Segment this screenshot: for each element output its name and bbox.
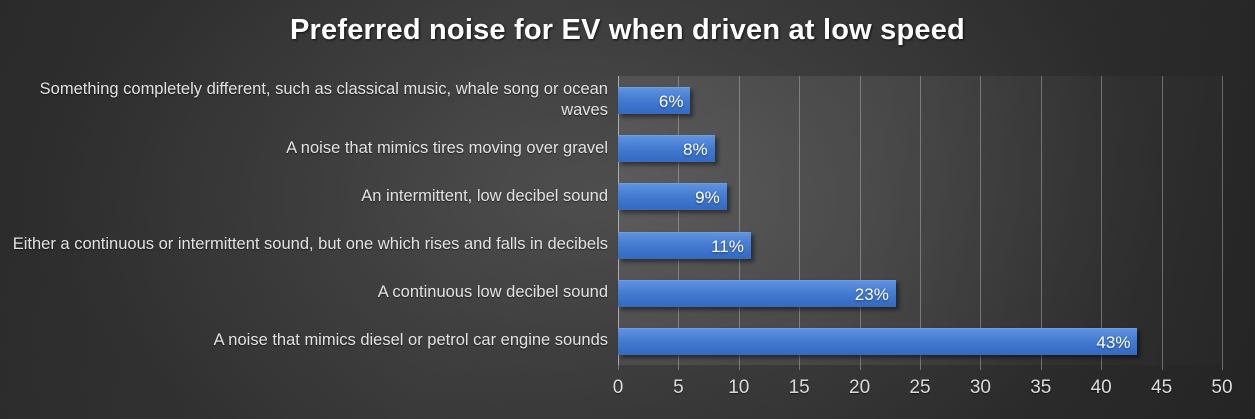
x-axis-tick-label: 45 [1151,377,1173,398]
bar[interactable]: 11% [618,231,751,259]
gridline [1161,76,1163,365]
x-axis-tick-label: 20 [849,377,871,398]
chart-title: Preferred noise for EV when driven at lo… [290,14,965,46]
gridline [799,76,801,365]
plot-area: 6% 8% 9% 11% 23% 43% [618,76,1223,365]
x-axis-tick-label: 5 [673,377,684,398]
gridline [1222,76,1223,365]
bar[interactable]: 43% [618,327,1138,355]
bar[interactable]: 6% [618,87,691,115]
gridline [1101,76,1103,365]
tick-mark [1222,365,1223,370]
category-label: A noise that mimics diesel or petrol car… [213,331,608,350]
category-label: A noise that mimics tires moving over gr… [286,138,608,157]
category-label: Either a continuous or intermittent soun… [12,235,608,254]
x-axis-tick-label: 0 [612,377,624,398]
bar-data-label: 11% [711,236,744,256]
tick-mark [678,365,680,370]
gridline [980,76,982,365]
x-axis-tick-label: 50 [1211,377,1233,398]
tick-mark [859,365,861,370]
tick-mark [980,365,982,370]
bar-data-label: 43% [1096,332,1131,352]
gridline [738,76,740,365]
gridline [859,76,861,365]
x-axis-tick-label: 25 [909,377,931,398]
bar-data-label: 8% [683,140,708,160]
x-axis-tick-label: 40 [1090,377,1112,398]
tick-mark [1161,365,1163,370]
gridline [1040,76,1042,365]
category-label: Something completely different, such as … [39,80,608,120]
x-axis-tick-label: 10 [728,377,750,398]
value-axis-line [618,76,619,365]
tick-mark [1040,365,1042,370]
x-axis-tick-label: 15 [788,377,810,398]
tick-mark [1101,365,1103,370]
category-label: An intermittent, low decibel sound [361,186,608,205]
tick-mark [920,365,921,370]
tick-mark [618,365,619,370]
bar-data-label: 9% [695,188,720,208]
tick-mark [799,365,801,370]
x-axis-tick-label: 30 [969,377,991,398]
tick-mark [738,365,740,370]
bar[interactable]: 9% [618,183,727,211]
bar[interactable]: 23% [618,279,896,307]
gridline [920,76,921,365]
bar[interactable]: 8% [618,135,715,163]
gridline [678,76,680,365]
category-label: A continuous low decibel sound [377,283,608,302]
x-axis-tick-label: 35 [1030,377,1052,398]
bar-data-label: 23% [854,284,889,304]
bar-data-label: 6% [658,92,684,112]
